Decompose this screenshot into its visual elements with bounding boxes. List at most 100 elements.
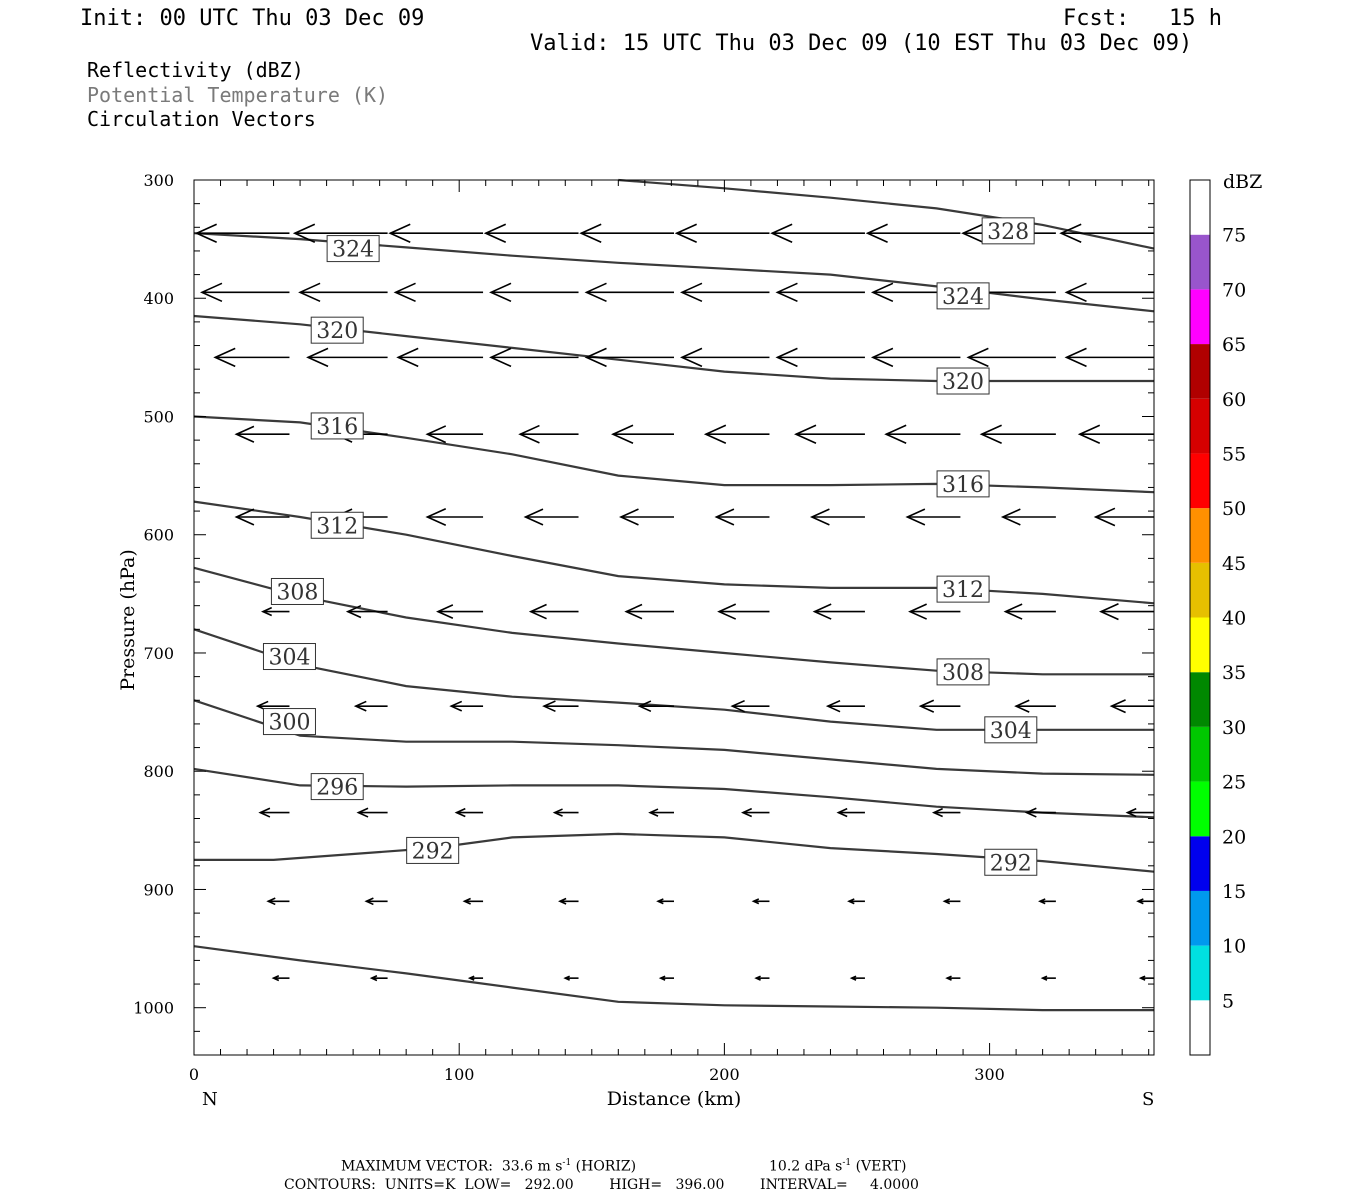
circulation-vector [364, 897, 388, 906]
colorbar-level-label: 10 [1222, 936, 1246, 958]
circulation-vector [353, 700, 388, 712]
circulation-vector [200, 282, 290, 303]
circulation-vector [884, 424, 961, 444]
y-tick-label: 1000 [133, 999, 174, 1018]
circulation-vector [234, 425, 290, 443]
y-tick-label: 700 [143, 644, 174, 663]
colorbar-segment [1190, 508, 1210, 563]
circulation-vector [680, 347, 770, 368]
circulation-vector [483, 223, 579, 243]
theta-contour-bottom [193, 945, 1154, 1012]
field-reflectivity: Reflectivity (dBZ) [87, 58, 304, 82]
svg-text:324: 324 [332, 238, 374, 263]
circulation-vector [680, 282, 770, 303]
circulation-vector [1093, 507, 1154, 527]
circulation-vector [425, 425, 484, 444]
circulation-vector [542, 700, 579, 713]
circulation-vector [979, 424, 1056, 444]
y-tick-label: 600 [143, 526, 174, 545]
contour-label: 296 [310, 773, 364, 801]
colorbar-segment [1190, 1000, 1210, 1055]
svg-text:304: 304 [268, 646, 310, 671]
contour-label: 300 [262, 708, 316, 736]
colorbar-segment [1190, 562, 1210, 618]
circulation-vector [849, 975, 865, 981]
circulation-vector [518, 424, 579, 444]
x-end-label-left: N [202, 1089, 218, 1110]
circulation-vector [1000, 508, 1056, 526]
max-vector-text: MAXIMUM VECTOR: 33.6 m s-1 (HORIZ) [341, 1158, 637, 1175]
circulation-vector [449, 700, 484, 712]
colorbar-level-label: 15 [1222, 881, 1246, 903]
circulation-vector [648, 808, 674, 817]
contour-label: 308 [936, 658, 990, 686]
colorbar-level-label: 20 [1222, 826, 1246, 848]
contour-label: 320 [936, 367, 990, 395]
circulation-vector [905, 508, 961, 526]
colorbar-segment [1190, 234, 1210, 290]
circulation-vector [865, 223, 961, 243]
circulation-vector [703, 424, 770, 444]
colorbar-segment [1190, 781, 1210, 837]
circulation-vector [908, 603, 961, 620]
circulation-vector [1014, 699, 1056, 713]
circulation-vector [454, 807, 484, 818]
circulation-vector [611, 424, 674, 444]
theta-contour-328 [618, 178, 1155, 250]
cross-section-chart: 328 324 324 320 320 316 316 312 312 308 308 304 304 3… [117, 171, 1262, 1110]
circulation-vector [396, 347, 484, 368]
circulation-vector [528, 603, 579, 620]
colorbar-level-label: 45 [1222, 553, 1246, 575]
circulation-vector [271, 975, 290, 982]
x-end-label-right: S [1142, 1089, 1154, 1110]
colorbar-segment [1190, 836, 1210, 891]
circulation-vector [489, 282, 579, 303]
colorbar-segment [1190, 398, 1210, 454]
circulation-vector [462, 897, 484, 905]
circulation-vector [836, 807, 865, 818]
colorbar-level-label: 75 [1222, 225, 1246, 247]
circulation-vector [870, 347, 961, 368]
circulation-vector [730, 699, 770, 713]
contour-label: 316 [310, 412, 364, 440]
circulation-vector [306, 347, 388, 368]
y-tick-label: 400 [143, 289, 174, 308]
circulation-vector [1040, 975, 1056, 981]
contour-label: 320 [310, 316, 364, 344]
circulation-vector [714, 508, 770, 526]
contour-label-layer: 328 324 324 320 320 316 316 312 312 308 308 304 304 3… [262, 217, 1038, 876]
svg-text:320: 320 [942, 370, 984, 395]
contour-label: 304 [984, 716, 1038, 744]
circulation-vector [298, 282, 388, 303]
theta-contour-304 [193, 628, 1154, 731]
svg-text:292: 292 [412, 839, 454, 864]
colorbar-level-label: 40 [1222, 608, 1246, 630]
contour-label: 304 [262, 643, 316, 671]
contour-label: 308 [270, 577, 324, 605]
circulation-vector [809, 508, 865, 526]
svg-text:292: 292 [990, 851, 1032, 876]
svg-text:324: 324 [942, 285, 984, 310]
circulation-vector [717, 603, 770, 620]
circulation-vector [563, 975, 579, 981]
circulation-vector [1003, 603, 1056, 620]
svg-text:296: 296 [316, 776, 358, 801]
x-tick-label: 100 [444, 1065, 475, 1084]
colorbar-level-label: 70 [1222, 279, 1246, 301]
circulation-vector [1099, 602, 1154, 621]
circulation-vector [942, 898, 961, 905]
colorbar-segment [1190, 617, 1210, 673]
contour-label: 324 [936, 282, 990, 310]
circulation-vector [825, 699, 865, 713]
circulation-vector [213, 347, 290, 368]
theta-contour-292 [194, 832, 1155, 873]
circulation-vector [194, 223, 290, 243]
circulation-vector [369, 975, 388, 982]
circulation-vector [356, 807, 388, 818]
circulation-vector [1064, 347, 1154, 368]
circulation-vector [754, 975, 770, 981]
y-axis-label: Pressure (hPa) [117, 549, 139, 691]
colorbar-segment [1190, 672, 1210, 727]
circulation-vector [775, 282, 865, 303]
colorbar-segment [1190, 289, 1210, 345]
